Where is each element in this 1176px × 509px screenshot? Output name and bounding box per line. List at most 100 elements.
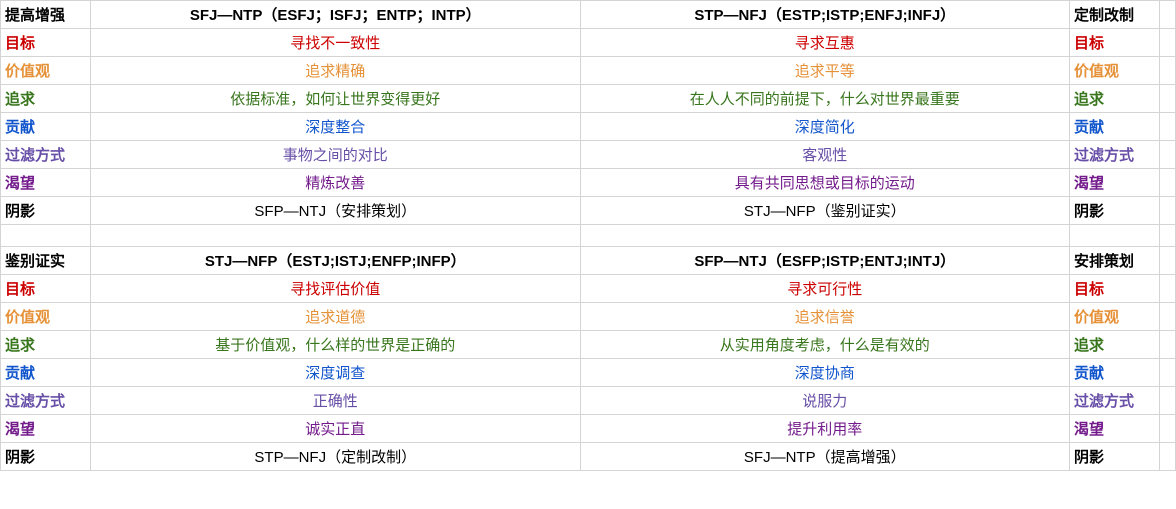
table-row: 过滤方式 正确性 说服力 过滤方式 — [1, 387, 1176, 415]
stub-cell — [1160, 415, 1176, 443]
row-label-desire: 渴望 — [1, 169, 91, 197]
table-row: 鉴别证实 STJ—NFP（ESTJ;ISTJ;ENFP;INFP） SFP—NT… — [1, 247, 1176, 275]
cell: 追求信誉 — [580, 303, 1070, 331]
mbti-table: 提高增强 SFJ—NTP（ESFJ；ISFJ；ENTP；INTP） STP—NF… — [0, 0, 1176, 471]
cell: 诚实正直 — [91, 415, 581, 443]
stub-cell — [1160, 331, 1176, 359]
spacer-row — [1, 225, 1176, 247]
row-label-goal: 目标 — [1, 275, 91, 303]
cell: 精炼改善 — [91, 169, 581, 197]
table-row: 贡献 深度整合 深度简化 贡献 — [1, 113, 1176, 141]
stub-cell — [1160, 141, 1176, 169]
stub-cell — [1160, 29, 1176, 57]
row-label-contribution: 贡献 — [1, 359, 91, 387]
corner-label: 定制改制 — [1070, 1, 1160, 29]
row-label-filter: 过滤方式 — [1070, 387, 1160, 415]
table-row: 价值观 追求道德 追求信誉 价值观 — [1, 303, 1176, 331]
stub-cell — [1160, 359, 1176, 387]
table-row: 渴望 诚实正直 提升利用率 渴望 — [1, 415, 1176, 443]
table-row: 提高增强 SFJ—NTP（ESFJ；ISFJ；ENTP；INTP） STP—NF… — [1, 1, 1176, 29]
table-row: 渴望 精炼改善 具有共同思想或目标的运动 渴望 — [1, 169, 1176, 197]
cell: 寻找不一致性 — [91, 29, 581, 57]
stub-cell — [1160, 169, 1176, 197]
row-label-shadow: 阴影 — [1070, 443, 1160, 471]
corner-label: 提高增强 — [1, 1, 91, 29]
row-label-filter: 过滤方式 — [1, 141, 91, 169]
row-label-desire: 渴望 — [1070, 169, 1160, 197]
stub-cell — [91, 225, 581, 247]
table-row: 追求 基于价值观，什么样的世界是正确的 从实用角度考虑，什么是有效的 追求 — [1, 331, 1176, 359]
table-row: 阴影 SFP—NTJ（安排策划） STJ—NFP（鉴别证实） 阴影 — [1, 197, 1176, 225]
cell: 追求精确 — [91, 57, 581, 85]
cell: 寻找评估价值 — [91, 275, 581, 303]
column-title: SFJ—NTP（ESFJ；ISFJ；ENTP；INTP） — [91, 1, 581, 29]
cell: STJ—NFP（鉴别证实） — [580, 197, 1070, 225]
cell: 正确性 — [91, 387, 581, 415]
cell: 基于价值观，什么样的世界是正确的 — [91, 331, 581, 359]
table-row: 目标 寻找评估价值 寻求可行性 目标 — [1, 275, 1176, 303]
row-label-values: 价值观 — [1070, 57, 1160, 85]
cell: 具有共同思想或目标的运动 — [580, 169, 1070, 197]
cell: 寻求可行性 — [580, 275, 1070, 303]
cell: 在人人不同的前提下，什么对世界最重要 — [580, 85, 1070, 113]
cell: 寻求互惠 — [580, 29, 1070, 57]
table-row: 过滤方式 事物之间的对比 客观性 过滤方式 — [1, 141, 1176, 169]
row-label-shadow: 阴影 — [1, 443, 91, 471]
cell: 深度简化 — [580, 113, 1070, 141]
stub-cell — [1160, 113, 1176, 141]
corner-label: 安排策划 — [1070, 247, 1160, 275]
cell: 从实用角度考虑，什么是有效的 — [580, 331, 1070, 359]
cell: 深度协商 — [580, 359, 1070, 387]
cell: 追求平等 — [580, 57, 1070, 85]
stub-cell — [1160, 225, 1176, 247]
cell: 事物之间的对比 — [91, 141, 581, 169]
row-label-values: 价值观 — [1, 303, 91, 331]
row-label-filter: 过滤方式 — [1070, 141, 1160, 169]
table-row: 阴影 STP—NFJ（定制改制） SFJ—NTP（提高增强） 阴影 — [1, 443, 1176, 471]
cell: SFJ—NTP（提高增强） — [580, 443, 1070, 471]
stub-cell — [1160, 247, 1176, 275]
cell: 深度整合 — [91, 113, 581, 141]
cell: SFP—NTJ（安排策划） — [91, 197, 581, 225]
row-label-pursuit: 追求 — [1070, 331, 1160, 359]
row-label-contribution: 贡献 — [1070, 359, 1160, 387]
row-label-pursuit: 追求 — [1, 85, 91, 113]
row-label-desire: 渴望 — [1070, 415, 1160, 443]
stub-cell — [1160, 303, 1176, 331]
stub-cell — [1160, 57, 1176, 85]
stub-cell — [1160, 275, 1176, 303]
row-label-pursuit: 追求 — [1070, 85, 1160, 113]
table-row: 目标 寻找不一致性 寻求互惠 目标 — [1, 29, 1176, 57]
row-label-shadow: 阴影 — [1070, 197, 1160, 225]
stub-cell — [1160, 85, 1176, 113]
cell: 追求道德 — [91, 303, 581, 331]
column-title: STJ—NFP（ESTJ;ISTJ;ENFP;INFP） — [91, 247, 581, 275]
cell: 深度调查 — [91, 359, 581, 387]
row-label-desire: 渴望 — [1, 415, 91, 443]
cell: 提升利用率 — [580, 415, 1070, 443]
column-title: SFP—NTJ（ESFP;ISTP;ENTJ;INTJ） — [580, 247, 1070, 275]
cell: 说服力 — [580, 387, 1070, 415]
cell: 依据标准，如何让世界变得更好 — [91, 85, 581, 113]
stub-cell — [1160, 443, 1176, 471]
row-label-shadow: 阴影 — [1, 197, 91, 225]
table-row: 贡献 深度调查 深度协商 贡献 — [1, 359, 1176, 387]
column-title: STP—NFJ（ESTP;ISTP;ENFJ;INFJ） — [580, 1, 1070, 29]
stub-cell — [1070, 225, 1160, 247]
row-label-values: 价值观 — [1, 57, 91, 85]
row-label-filter: 过滤方式 — [1, 387, 91, 415]
cell: STP—NFJ（定制改制） — [91, 443, 581, 471]
table-row: 价值观 追求精确 追求平等 价值观 — [1, 57, 1176, 85]
stub-cell — [1160, 197, 1176, 225]
table-row: 追求 依据标准，如何让世界变得更好 在人人不同的前提下，什么对世界最重要 追求 — [1, 85, 1176, 113]
row-label-contribution: 贡献 — [1, 113, 91, 141]
stub-cell — [1, 225, 91, 247]
row-label-pursuit: 追求 — [1, 331, 91, 359]
stub-cell — [1160, 387, 1176, 415]
row-label-goal: 目标 — [1070, 275, 1160, 303]
row-label-goal: 目标 — [1, 29, 91, 57]
stub-cell — [580, 225, 1070, 247]
corner-label: 鉴别证实 — [1, 247, 91, 275]
cell: 客观性 — [580, 141, 1070, 169]
stub-cell — [1160, 1, 1176, 29]
